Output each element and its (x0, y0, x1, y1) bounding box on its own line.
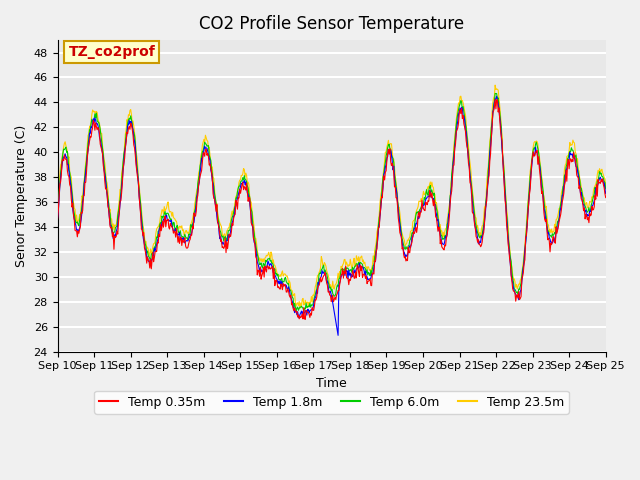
Temp 6.0m (175, 230, 183, 236)
Temp 1.8m (399, 244, 407, 250)
Temp 23.5m (415, 198, 423, 204)
Temp 6.0m (602, 186, 609, 192)
Temp 0.35m (301, 316, 309, 322)
Temp 6.0m (205, 143, 212, 148)
Temp 1.8m (493, 94, 500, 99)
Temp 0.35m (492, 96, 499, 102)
Temp 23.5m (296, 305, 304, 311)
Temp 6.0m (54, 210, 61, 216)
Text: TZ_co2prof: TZ_co2prof (68, 45, 156, 59)
Temp 23.5m (120, 153, 128, 158)
Temp 6.0m (63, 149, 71, 155)
Temp 6.0m (492, 91, 500, 96)
Temp 1.8m (175, 230, 183, 236)
Temp 23.5m (492, 82, 499, 88)
Temp 23.5m (399, 234, 407, 240)
Line: Temp 6.0m: Temp 6.0m (58, 94, 605, 311)
Temp 6.0m (120, 151, 128, 157)
Temp 0.35m (602, 195, 609, 201)
X-axis label: Time: Time (316, 377, 347, 390)
Temp 1.8m (205, 153, 212, 158)
Temp 23.5m (205, 146, 212, 152)
Line: Temp 0.35m: Temp 0.35m (58, 99, 605, 319)
Temp 23.5m (602, 182, 609, 188)
Title: CO2 Profile Sensor Temperature: CO2 Profile Sensor Temperature (199, 15, 464, 33)
Temp 1.8m (415, 216, 423, 221)
Legend: Temp 0.35m, Temp 1.8m, Temp 6.0m, Temp 23.5m: Temp 0.35m, Temp 1.8m, Temp 6.0m, Temp 2… (94, 391, 569, 414)
Temp 23.5m (175, 223, 183, 229)
Temp 0.35m (415, 209, 423, 215)
Temp 1.8m (602, 191, 609, 196)
Temp 1.8m (334, 333, 342, 338)
Temp 6.0m (415, 211, 423, 216)
Temp 0.35m (205, 154, 212, 160)
Temp 23.5m (63, 148, 71, 154)
Temp 23.5m (54, 209, 61, 215)
Temp 0.35m (399, 244, 407, 250)
Temp 0.35m (175, 240, 183, 246)
Line: Temp 23.5m: Temp 23.5m (58, 85, 605, 308)
Temp 0.35m (63, 168, 71, 174)
Temp 0.35m (120, 160, 128, 166)
Temp 6.0m (399, 239, 407, 245)
Temp 6.0m (292, 308, 300, 314)
Y-axis label: Senor Temperature (C): Senor Temperature (C) (15, 125, 28, 267)
Temp 1.8m (63, 162, 71, 168)
Temp 1.8m (120, 160, 128, 166)
Temp 0.35m (54, 216, 61, 222)
Line: Temp 1.8m: Temp 1.8m (58, 96, 605, 336)
Temp 1.8m (54, 216, 61, 221)
